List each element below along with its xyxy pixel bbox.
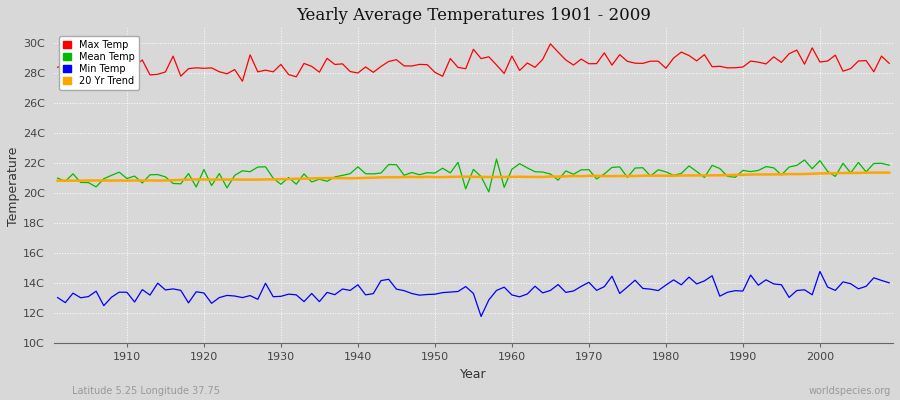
Text: worldspecies.org: worldspecies.org xyxy=(809,386,891,396)
Y-axis label: Temperature: Temperature xyxy=(7,146,20,226)
Text: Latitude 5.25 Longitude 37.75: Latitude 5.25 Longitude 37.75 xyxy=(72,386,220,396)
Title: Yearly Average Temperatures 1901 - 2009: Yearly Average Temperatures 1901 - 2009 xyxy=(296,7,651,24)
X-axis label: Year: Year xyxy=(460,368,487,381)
Legend: Max Temp, Mean Temp, Min Temp, 20 Yr Trend: Max Temp, Mean Temp, Min Temp, 20 Yr Tre… xyxy=(59,36,139,90)
